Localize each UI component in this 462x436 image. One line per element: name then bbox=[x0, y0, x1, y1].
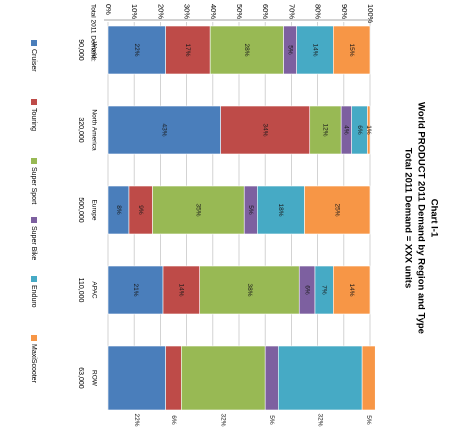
legend-label: MaxiScooter bbox=[30, 344, 37, 384]
data-label: 14% bbox=[178, 283, 185, 296]
tick-label: 80% bbox=[314, 4, 323, 19]
legend-swatch bbox=[31, 158, 37, 164]
data-label: 28% bbox=[243, 43, 250, 56]
category-label: ROW bbox=[90, 370, 97, 387]
bar-segment bbox=[107, 25, 166, 75]
data-label: 5% bbox=[286, 45, 293, 55]
value-axis: 0% 10% 20% 30% 40% 50% 60% 70% 80% 90% 100% bbox=[104, 4, 375, 24]
data-label: 34% bbox=[261, 123, 268, 136]
legend-label: Super Bike bbox=[30, 226, 37, 260]
legend-swatch bbox=[31, 99, 37, 105]
legend-swatch bbox=[31, 40, 37, 46]
data-label: 18% bbox=[277, 203, 284, 216]
data-label: 17% bbox=[184, 43, 191, 56]
tick-label: 70% bbox=[287, 4, 296, 19]
bar-segment bbox=[199, 265, 300, 315]
tick-label: 20% bbox=[156, 4, 165, 19]
bar-segment bbox=[333, 25, 371, 75]
bar-segment bbox=[367, 105, 371, 155]
demand-value: 110,000 bbox=[77, 278, 84, 303]
data-label: 9% bbox=[137, 205, 144, 215]
bar-segment bbox=[277, 345, 363, 411]
bar-segment bbox=[209, 25, 284, 75]
data-label: 32% bbox=[220, 413, 227, 426]
title-line: World PRODUCT 2011 Demand by Region and … bbox=[415, 102, 426, 334]
title-line: Total 2011 Demand = XXX units bbox=[402, 148, 413, 289]
data-label: 6% bbox=[303, 285, 310, 295]
bar-segment bbox=[296, 25, 334, 75]
data-label: 5% bbox=[268, 415, 275, 425]
data-label: 21% bbox=[132, 283, 139, 296]
bars: 22% 17% 28% 5% 14% 15%43% 34% 12% 4% 6% 1%8% 9% 35% 5… bbox=[107, 25, 376, 427]
tick-label: 10% bbox=[130, 4, 139, 19]
legend: Cruiser Touring Super Sport Super Bike Endur… bbox=[30, 40, 37, 384]
data-label: 5% bbox=[365, 415, 372, 425]
title-line: Chart I-1 bbox=[428, 199, 439, 238]
bar-segment bbox=[333, 265, 371, 315]
bar-segment bbox=[181, 345, 266, 411]
bar-segment bbox=[162, 265, 201, 315]
bar-segment bbox=[220, 105, 311, 155]
bar-segment bbox=[165, 345, 182, 411]
demand-value: 90,000 bbox=[77, 39, 84, 61]
data-label: 6% bbox=[356, 125, 363, 135]
legend-swatch bbox=[31, 217, 37, 223]
data-label: 14% bbox=[348, 283, 355, 296]
demand-value: 63,000 bbox=[77, 367, 84, 389]
demand-value: 500,000 bbox=[77, 197, 84, 222]
data-label: 25% bbox=[334, 203, 341, 216]
bar-segment bbox=[107, 345, 166, 411]
tick-label: 40% bbox=[209, 4, 218, 19]
data-label: 14% bbox=[311, 43, 318, 56]
data-label: 8% bbox=[115, 205, 122, 215]
tick-label: 60% bbox=[261, 4, 270, 19]
data-label: 7% bbox=[320, 285, 327, 295]
category-label: World bbox=[90, 42, 97, 59]
legend-label: Cruiser bbox=[30, 49, 37, 72]
tick-label: 0% bbox=[104, 4, 113, 15]
legend-label: Enduro bbox=[30, 285, 37, 308]
bar-segment bbox=[165, 25, 211, 75]
row-header-label: Total 2011 Demand: bbox=[89, 4, 96, 62]
tick-label: 50% bbox=[235, 4, 244, 19]
demand-value: 320,000 bbox=[77, 117, 84, 142]
legend-label: Super Sport bbox=[30, 167, 37, 204]
bar-segment bbox=[264, 345, 279, 411]
bar-segment bbox=[107, 265, 164, 315]
bar-segment bbox=[361, 345, 376, 411]
data-label: 32% bbox=[317, 413, 324, 426]
data-label: 22% bbox=[133, 43, 140, 56]
legend-swatch bbox=[31, 276, 37, 282]
data-label: 15% bbox=[348, 43, 355, 56]
category-label: APAC bbox=[90, 281, 97, 299]
data-label: 35% bbox=[195, 203, 202, 216]
data-label: 6% bbox=[170, 415, 177, 425]
category-label: North America bbox=[90, 109, 97, 151]
tick-label: 100% bbox=[366, 4, 375, 24]
data-label: 5% bbox=[247, 205, 254, 215]
tick-label: 90% bbox=[340, 4, 349, 19]
legend-swatch bbox=[31, 335, 37, 341]
data-label: 12% bbox=[322, 123, 329, 136]
tick-label: 30% bbox=[183, 4, 192, 19]
bar-segment bbox=[309, 105, 342, 155]
category-labels: Total 2011 Demand:World 90,000 North Ameri… bbox=[77, 4, 97, 389]
bar-segment bbox=[257, 185, 305, 235]
legend-label: Touring bbox=[30, 108, 37, 131]
category-label: Europe bbox=[90, 200, 97, 221]
data-label: 1% bbox=[365, 125, 372, 135]
data-label: 22% bbox=[133, 413, 140, 426]
data-label: 43% bbox=[161, 123, 168, 136]
data-label: 4% bbox=[343, 125, 350, 135]
bar-segment bbox=[304, 185, 371, 235]
data-label: 38% bbox=[246, 283, 253, 296]
bar-segment bbox=[107, 105, 221, 155]
